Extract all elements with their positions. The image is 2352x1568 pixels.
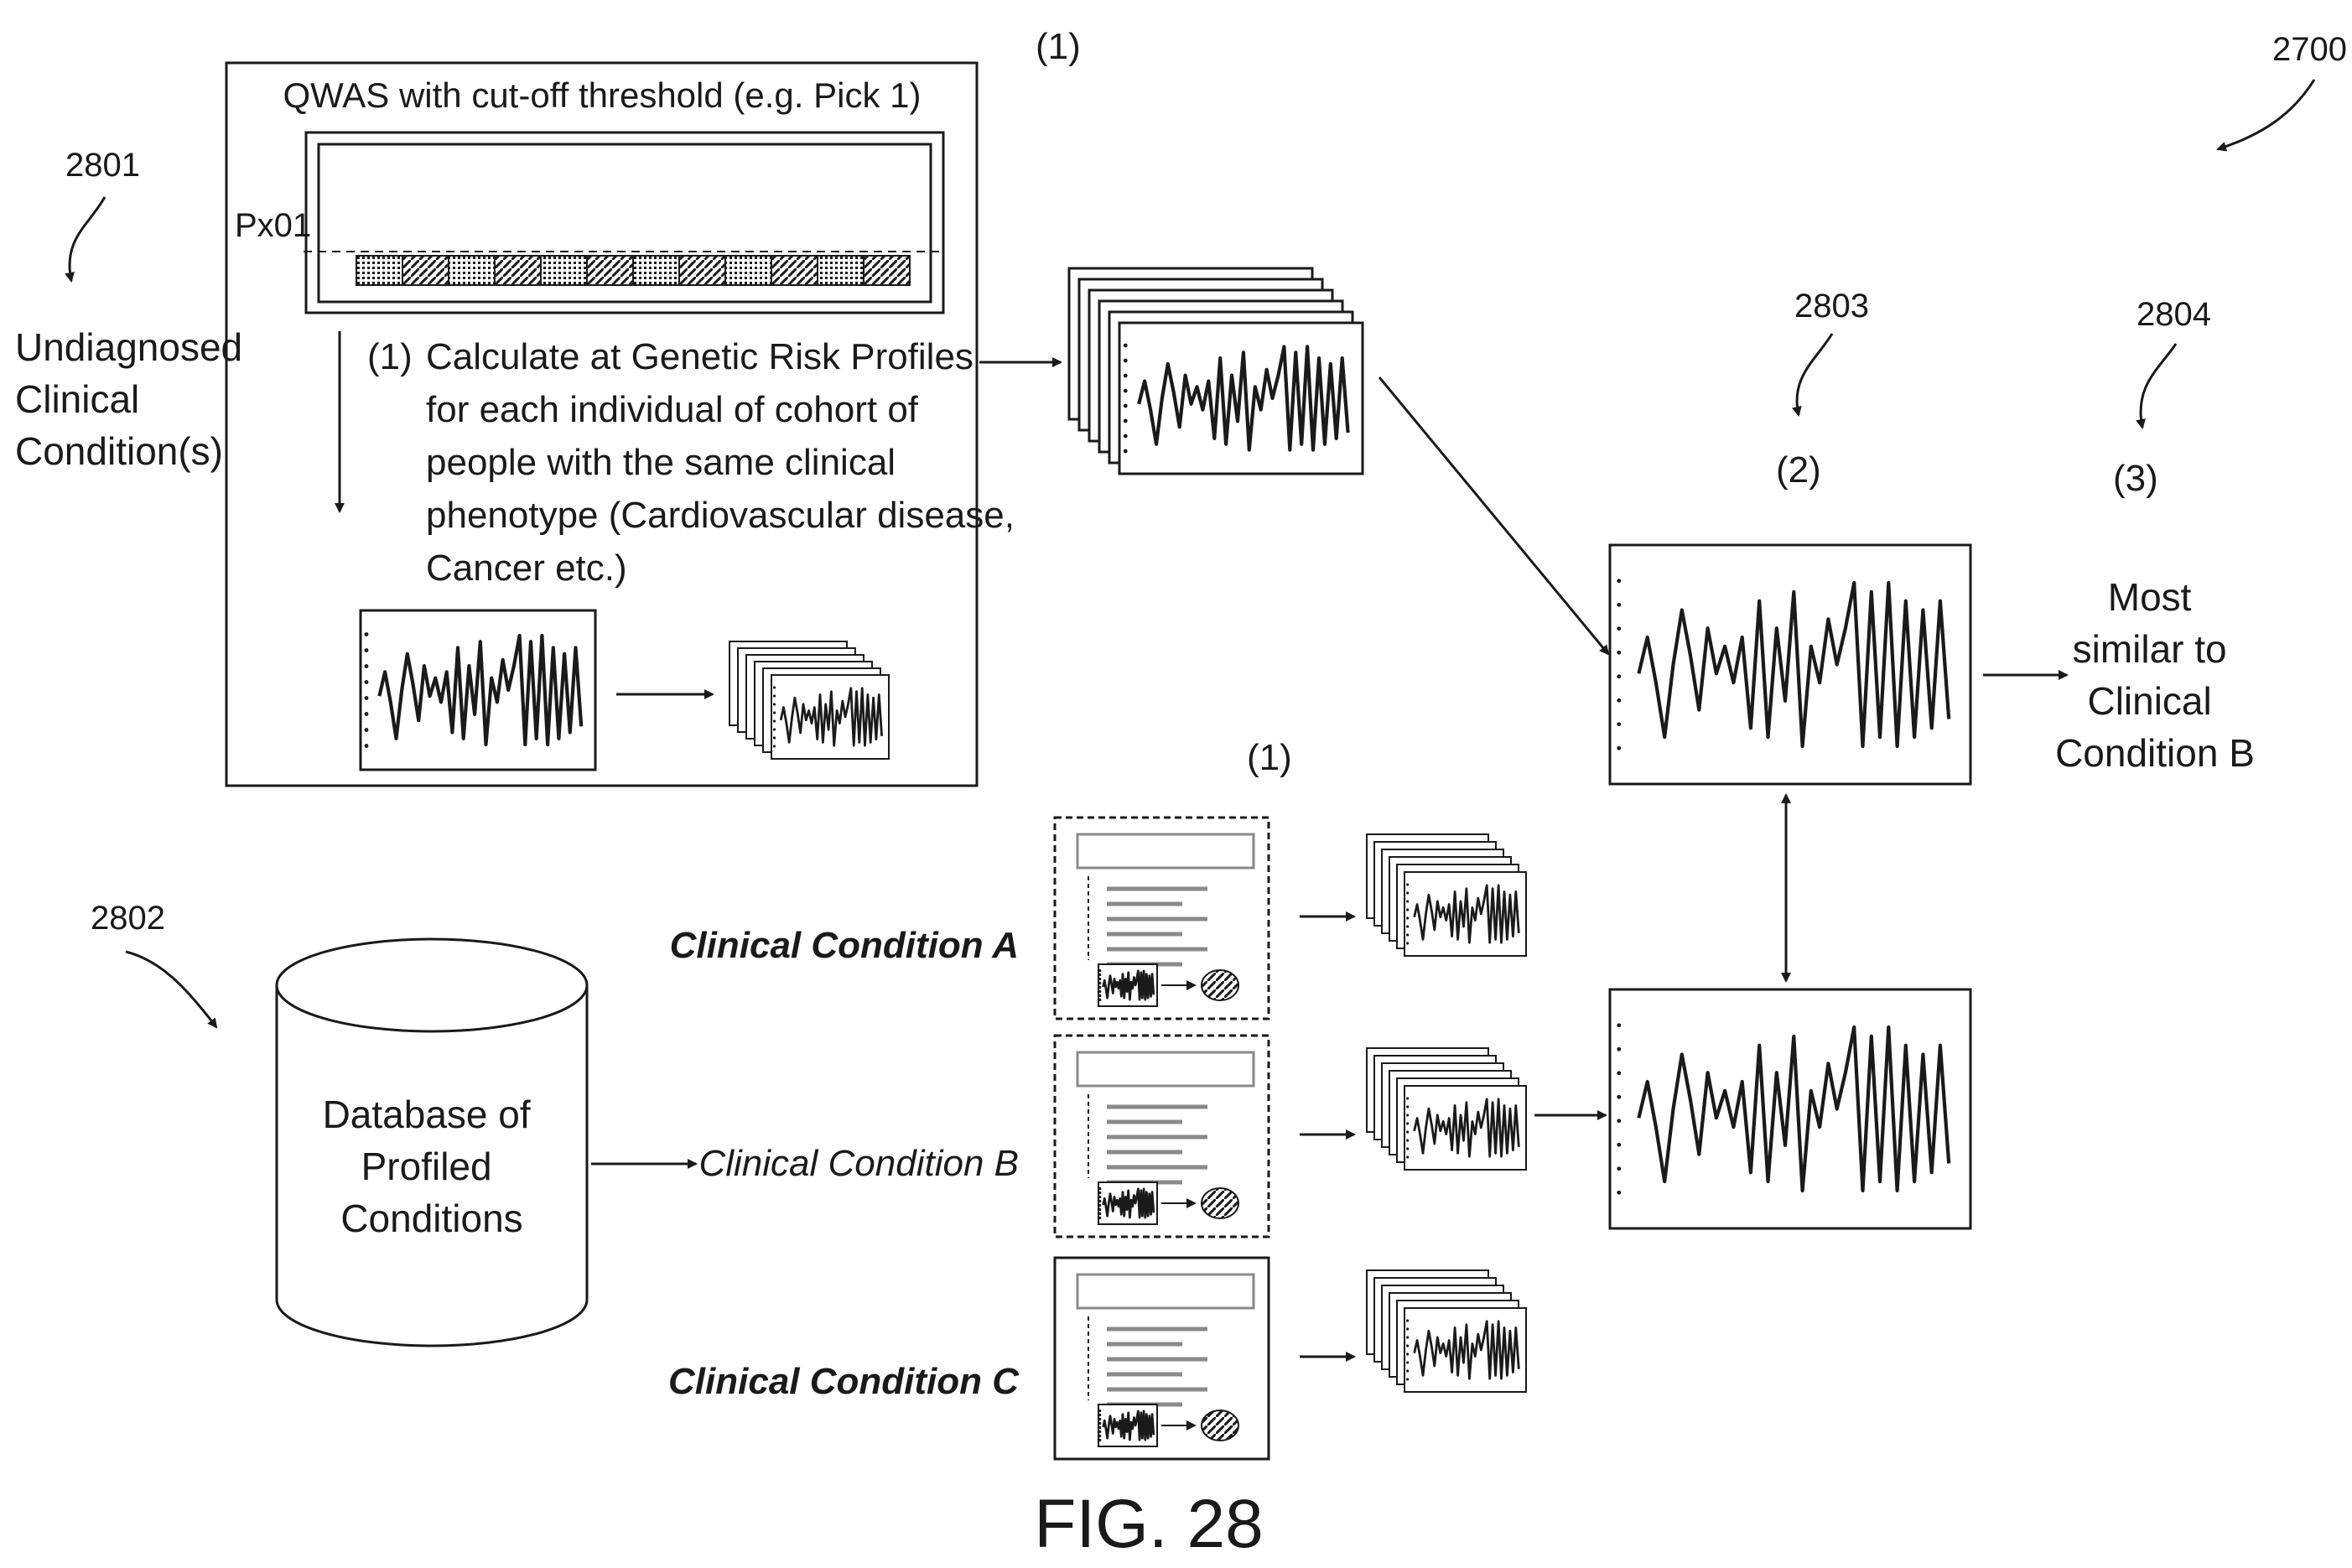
condition-a-label: Clinical Condition A xyxy=(670,925,1019,966)
qwas-bars xyxy=(356,256,910,285)
compare-top-chart xyxy=(1610,545,1970,784)
condition-stack-0 xyxy=(1367,834,1526,956)
step-1-inner: (1) xyxy=(367,336,413,377)
database-line-2: Profiled xyxy=(361,1145,492,1188)
qwas-description-line-4: phenotype (Cardiovascular disease, xyxy=(426,495,1015,536)
compare-bottom-chart xyxy=(1610,989,1970,1228)
ref-2801-leader-arrow xyxy=(70,197,105,281)
result-line-1: Most xyxy=(2108,575,2192,619)
ref-2801: 2801 xyxy=(65,147,140,184)
ref-2802-leader-arrow xyxy=(126,952,216,1027)
comparison-profile-condition-b xyxy=(1610,989,1970,1228)
step-1-top: (1) xyxy=(1036,26,1081,67)
ref-2803-leader-arrow xyxy=(1797,334,1832,415)
stack-to-compare-arrow xyxy=(1379,377,1608,654)
qwas-profile-stack xyxy=(729,641,889,759)
condition-mini-signal xyxy=(1098,1404,1157,1446)
qwas-signal-panel xyxy=(361,610,595,770)
qwas-description: Calculate at Genetic Risk Profiles for e… xyxy=(426,336,1025,589)
condition-stack-1-front xyxy=(1404,1086,1526,1170)
condition-mini-stack xyxy=(1202,1410,1238,1441)
qwas-description-line-3: people with the same clinical xyxy=(426,442,896,483)
ref-2700-leader-arrow xyxy=(2218,80,2314,149)
condition-b-label: Clinical Condition B xyxy=(698,1143,1019,1184)
condition-stack-0-front xyxy=(1404,872,1526,956)
comparison-profile-undiagnosed xyxy=(1610,545,1970,784)
genetic-risk-profile-stack xyxy=(1069,268,1363,474)
figure-label: FIG. 28 xyxy=(1034,1486,1263,1562)
condition-c-label: Clinical Condition C xyxy=(668,1361,1020,1402)
undiagnosed-line-2: Clinical xyxy=(15,377,139,421)
condition-row-1 xyxy=(1055,1036,1526,1237)
ref-2804-leader-arrow xyxy=(2141,344,2176,428)
big-stack-item xyxy=(1069,268,1363,474)
step-1-bottom: (1) xyxy=(1247,737,1292,778)
result-line-4: Condition B xyxy=(2055,731,2255,775)
qwas-stack-item-front xyxy=(771,675,889,759)
database-cylinder xyxy=(277,939,587,1346)
ref-2700: 2700 xyxy=(2272,31,2347,68)
undiagnosed-line-1: Undiagnosed xyxy=(15,325,242,369)
qwas-title: QWAS with cut-off threshold (e.g. Pick 1… xyxy=(283,75,922,115)
condition-mini-signal xyxy=(1098,964,1157,1006)
condition-row-2 xyxy=(1055,1258,1526,1459)
database-line-3: Conditions xyxy=(340,1197,522,1240)
undiagnosed-label: Undiagnosed Clinical Condition(s) xyxy=(15,325,253,473)
result-text: Most similar to Clinical Condition B xyxy=(2055,575,2255,775)
qwas-description-line-2: for each individual of cohort of xyxy=(426,389,919,430)
result-line-2: similar to xyxy=(2073,627,2227,671)
database-line-1: Database of xyxy=(323,1093,531,1136)
qwas-description-line-1: Calculate at Genetic Risk Profiles xyxy=(426,336,974,377)
condition-panels xyxy=(1055,818,1606,1459)
ref-2804: 2804 xyxy=(2137,296,2211,333)
threshold-label: Px01 xyxy=(235,207,311,244)
condition-stack-2-front xyxy=(1404,1308,1526,1392)
qwas-signal-chart xyxy=(361,610,595,770)
result-line-3: Clinical xyxy=(2087,679,2211,723)
ref-2803: 2803 xyxy=(1794,288,1869,325)
step-2: (2) xyxy=(1776,449,1821,491)
qwas-description-line-5: Cancer etc.) xyxy=(426,548,627,589)
big-stack-item-front xyxy=(1119,323,1363,474)
condition-mini-stack xyxy=(1202,1188,1238,1218)
condition-mini-signal xyxy=(1098,1182,1157,1224)
condition-row-0 xyxy=(1055,818,1526,1019)
ref-2802: 2802 xyxy=(91,900,165,937)
condition-stack-2 xyxy=(1367,1270,1526,1392)
step-3: (3) xyxy=(2113,458,2158,499)
condition-mini-stack xyxy=(1202,970,1238,1000)
qwas-stack-item xyxy=(729,641,889,759)
condition-stack-1 xyxy=(1367,1048,1526,1170)
database-label: Database of Profiled Conditions xyxy=(323,1093,542,1240)
undiagnosed-line-3: Condition(s) xyxy=(15,429,223,473)
